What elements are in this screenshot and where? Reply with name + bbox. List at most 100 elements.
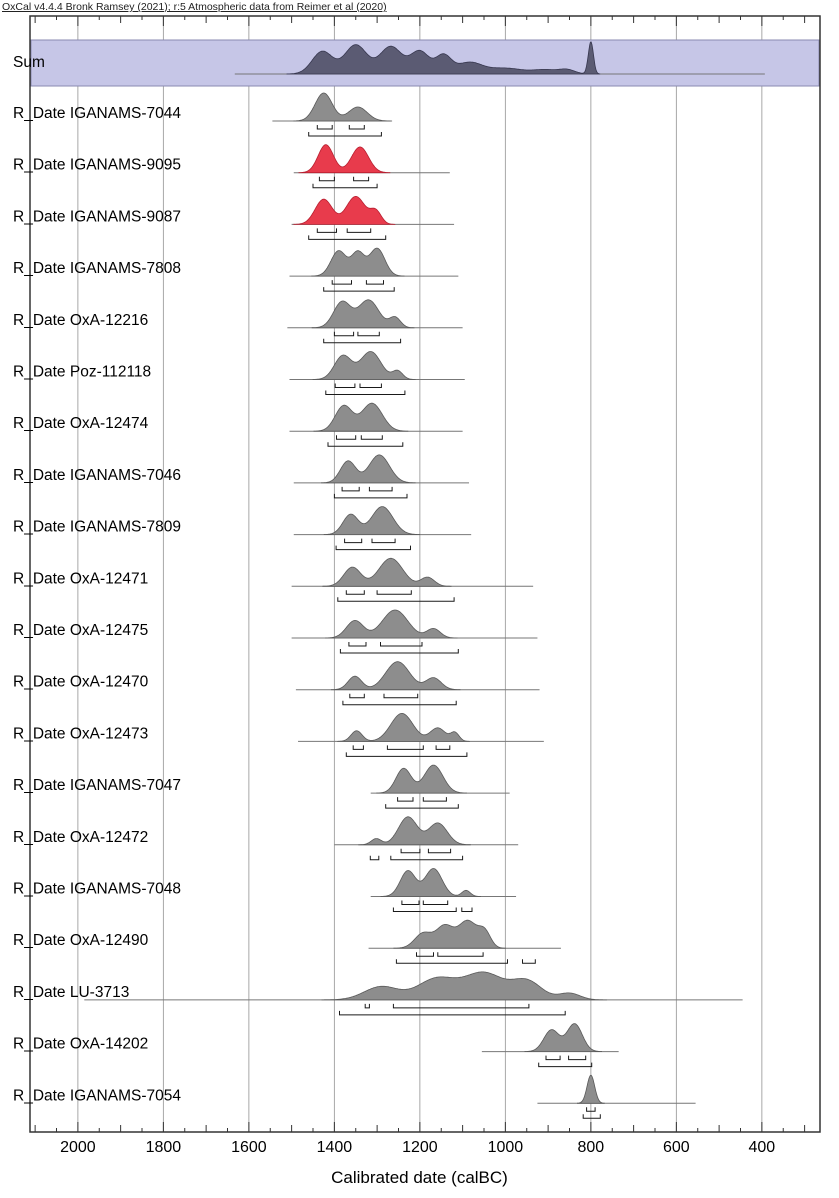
range-bracket-95 bbox=[522, 959, 536, 964]
distribution-curve bbox=[321, 971, 607, 1001]
plot-frame bbox=[29, 15, 821, 1133]
range-bracket-68 bbox=[352, 745, 364, 750]
range-bracket-68 bbox=[364, 1003, 370, 1009]
series-row-label: R_Date OxA-12473 bbox=[13, 725, 148, 742]
distribution-curve bbox=[313, 402, 409, 432]
range-bracket-68 bbox=[357, 331, 380, 337]
range-bracket-68 bbox=[334, 383, 356, 388]
range-bracket-68 bbox=[386, 745, 424, 750]
distribution-curve bbox=[325, 609, 458, 639]
series-row-label: R_Date IGANAMS-7808 bbox=[13, 260, 181, 277]
range-bracket-95 bbox=[323, 287, 395, 292]
range-bracket-95 bbox=[312, 183, 378, 189]
sum-row-label: Sum bbox=[13, 54, 45, 71]
range-bracket-68 bbox=[383, 693, 419, 699]
range-bracket-68 bbox=[422, 797, 447, 802]
sum-distribution-curve bbox=[286, 41, 601, 75]
distribution-curve bbox=[393, 919, 506, 949]
range-bracket-68 bbox=[318, 176, 335, 182]
range-bracket-95 bbox=[325, 390, 406, 395]
series-row-label: R_Date OxA-12490 bbox=[13, 932, 149, 949]
range-bracket-68 bbox=[316, 125, 333, 130]
tick-label: 800 bbox=[578, 1139, 605, 1156]
range-bracket-68 bbox=[371, 538, 396, 544]
range-bracket-68 bbox=[376, 590, 412, 595]
range-bracket-68 bbox=[401, 900, 420, 905]
range-bracket-68 bbox=[346, 228, 372, 233]
distribution-curve bbox=[323, 506, 421, 535]
series-row-label: R_Date OxA-12474 bbox=[13, 415, 149, 432]
series-row-label: R_Date IGANAMS-7047 bbox=[13, 777, 181, 794]
range-bracket-68 bbox=[349, 693, 365, 699]
series-row-label: R_Date OxA-12470 bbox=[13, 674, 149, 691]
series-row-label: R_Date Poz-112118 bbox=[13, 364, 151, 381]
range-bracket-95 bbox=[327, 442, 404, 447]
range-bracket-68 bbox=[437, 952, 484, 957]
tick-label: 1000 bbox=[488, 1139, 524, 1156]
range-bracket-68 bbox=[345, 590, 365, 595]
range-bracket-95 bbox=[461, 907, 473, 912]
series-row-label: R_Date OxA-12472 bbox=[13, 829, 148, 846]
series-row-label: R_Date OxA-12471 bbox=[13, 570, 148, 587]
range-bracket-95 bbox=[342, 700, 457, 706]
range-bracket-68 bbox=[360, 435, 383, 440]
distribution-curve bbox=[311, 247, 405, 277]
range-bracket-95 bbox=[337, 597, 455, 602]
range-bracket-95 bbox=[335, 545, 411, 551]
distribution-curve bbox=[322, 557, 452, 587]
range-bracket-68 bbox=[333, 331, 355, 337]
range-bracket-68 bbox=[397, 797, 414, 802]
tick-label: 2000 bbox=[60, 1139, 96, 1156]
range-bracket-68 bbox=[392, 1003, 530, 1009]
range-bracket-68 bbox=[344, 538, 363, 544]
series-row-label: R_Date OxA-12216 bbox=[13, 312, 148, 329]
range-bracket-68 bbox=[341, 486, 360, 492]
distribution-curve bbox=[380, 868, 481, 897]
range-bracket-95 bbox=[339, 1010, 566, 1016]
range-bracket-95 bbox=[345, 752, 468, 757]
range-bracket-95 bbox=[385, 804, 459, 809]
range-bracket-68 bbox=[348, 642, 367, 647]
series-row-label: R_Date IGANAMS-7044 bbox=[13, 105, 181, 122]
tick-label: 600 bbox=[663, 1139, 690, 1156]
range-bracket-68 bbox=[435, 745, 451, 750]
series-row-label: R_Date LU-3713 bbox=[13, 984, 129, 1001]
series-row-label: R_Date OxA-12475 bbox=[13, 622, 148, 639]
distribution-curve bbox=[577, 1074, 605, 1104]
series-row-label: R_Date IGANAMS-9095 bbox=[13, 157, 181, 174]
distribution-curve bbox=[320, 454, 416, 484]
range-bracket-95 bbox=[323, 338, 402, 344]
software-citation-header: OxCal v4.4.4 Bronk Ramsey (2021); r:5 At… bbox=[2, 1, 387, 13]
series-row-label: R_Date IGANAMS-9087 bbox=[13, 208, 181, 225]
range-bracket-95 bbox=[308, 132, 382, 137]
range-bracket-68 bbox=[331, 280, 352, 285]
series-row-label: R_Date IGANAMS-7809 bbox=[13, 519, 181, 536]
series-row-label: R_Date IGANAMS-7054 bbox=[13, 1087, 181, 1104]
range-bracket-95 bbox=[333, 493, 408, 499]
range-bracket-68 bbox=[545, 1055, 561, 1061]
range-bracket-95 bbox=[339, 649, 459, 654]
tick-label: 1400 bbox=[317, 1139, 353, 1156]
range-bracket-68 bbox=[368, 486, 393, 492]
series-row-label: R_Date IGANAMS-7046 bbox=[13, 467, 181, 484]
range-bracket-68 bbox=[586, 1107, 596, 1112]
tick-label: 400 bbox=[749, 1139, 776, 1156]
range-bracket-95 bbox=[390, 855, 464, 861]
range-bracket-68 bbox=[348, 125, 365, 130]
x-axis-title: Calibrated date (calBC) bbox=[331, 1168, 508, 1187]
distribution-curve bbox=[298, 144, 391, 174]
range-bracket-68 bbox=[427, 848, 452, 854]
range-bracket-68 bbox=[422, 900, 449, 905]
tick-label: 1800 bbox=[146, 1139, 182, 1156]
distribution-curve bbox=[331, 661, 461, 691]
range-bracket-68 bbox=[365, 280, 384, 285]
range-bracket-68 bbox=[359, 383, 382, 388]
range-bracket-68 bbox=[568, 1055, 587, 1061]
distribution-curve bbox=[293, 196, 396, 225]
distribution-curve bbox=[293, 92, 391, 122]
tick-label: 1600 bbox=[231, 1139, 267, 1156]
range-bracket-68 bbox=[316, 228, 337, 233]
distribution-curve bbox=[311, 299, 415, 329]
